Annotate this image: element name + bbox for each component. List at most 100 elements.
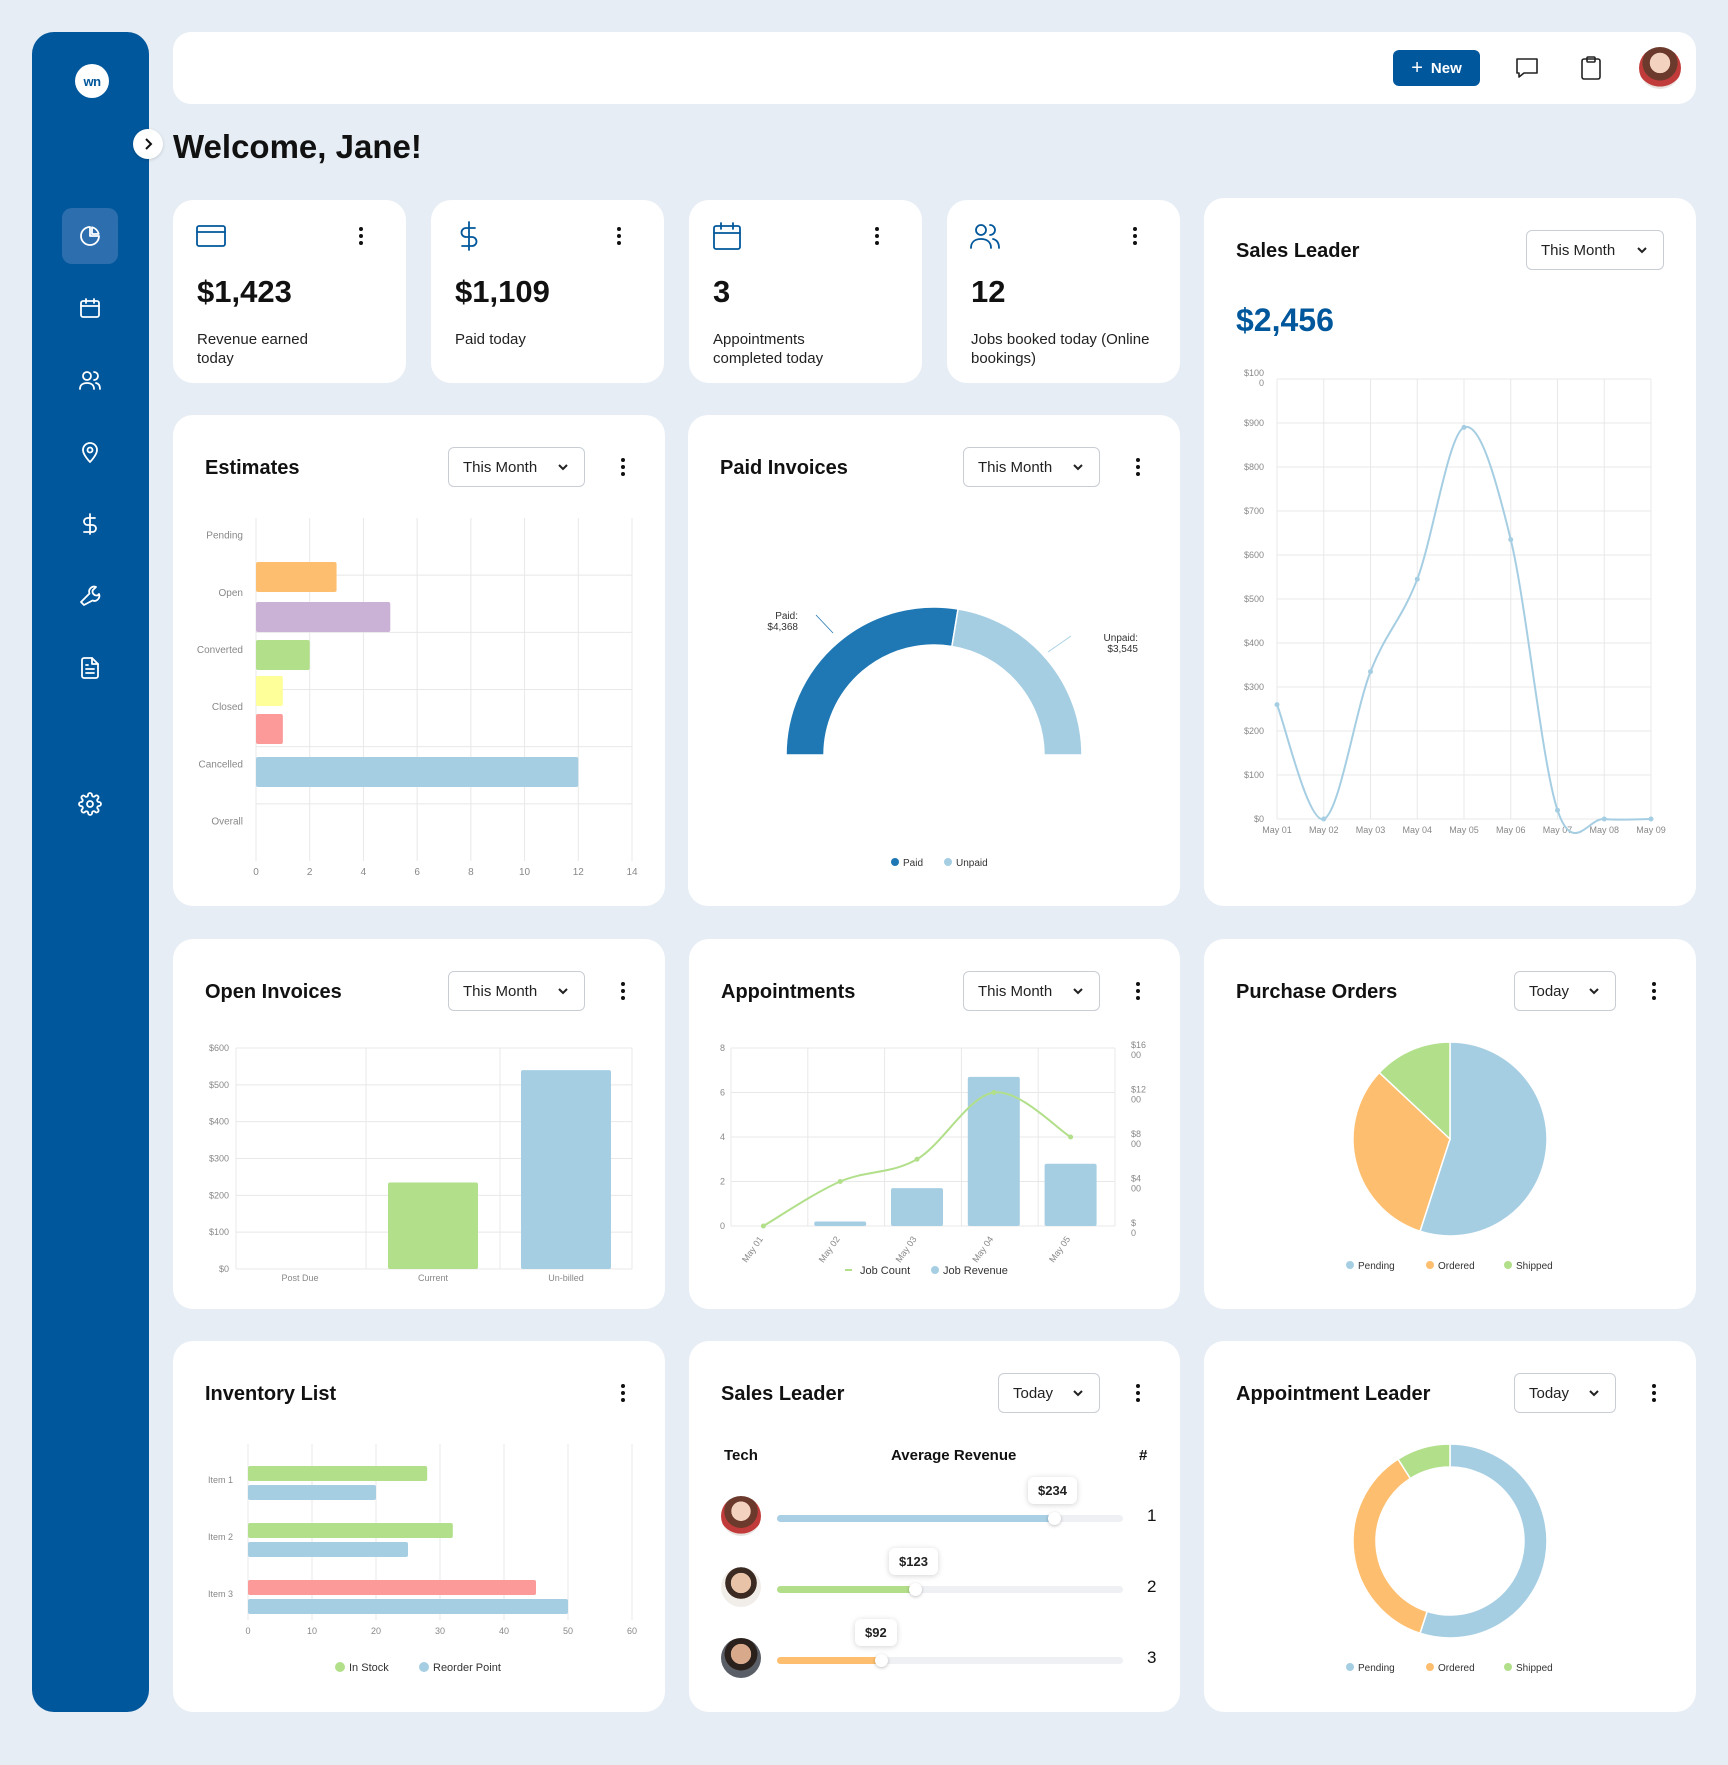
more-menu-button[interactable] bbox=[1128, 979, 1148, 1003]
pie-slice-shipped bbox=[1378, 1041, 1451, 1141]
more-menu-button[interactable] bbox=[609, 224, 629, 248]
tasks-button[interactable] bbox=[1575, 52, 1607, 84]
data-point bbox=[760, 1223, 766, 1229]
period-select[interactable]: This Month bbox=[963, 971, 1100, 1011]
x-tick-label: 50 bbox=[563, 1626, 573, 1636]
sidebar-toggle-button[interactable] bbox=[133, 129, 163, 159]
chevron-down-icon bbox=[558, 464, 568, 471]
dollar-icon bbox=[453, 220, 487, 251]
appointment-leader-donut-chart: Pending Ordered Shipped bbox=[1346, 1443, 1553, 1674]
card-title: Inventory List bbox=[205, 1383, 337, 1405]
logo[interactable]: wn bbox=[75, 64, 109, 98]
rank: 3 bbox=[1147, 1648, 1157, 1667]
x-tick-label: May 04 bbox=[970, 1234, 995, 1264]
table-row[interactable]: $123 2 bbox=[721, 1548, 1156, 1611]
sidebar-item-dashboard[interactable] bbox=[62, 208, 118, 264]
more-menu-button[interactable] bbox=[1128, 455, 1148, 479]
stat-card-jobs: 12 Jobs booked today (Online bookings) bbox=[947, 200, 1180, 383]
period-select-value: This Month bbox=[978, 982, 1053, 1000]
bar bbox=[388, 1182, 478, 1269]
plus-icon: + bbox=[1411, 57, 1423, 79]
more-menu-button[interactable] bbox=[1644, 979, 1664, 1003]
more-menu-button[interactable] bbox=[351, 224, 371, 248]
y-tick-label: Item 2 bbox=[208, 1532, 233, 1542]
more-menu-button[interactable] bbox=[613, 979, 633, 1003]
legend-label: Ordered bbox=[1438, 1261, 1475, 1272]
x-tick-label: May 04 bbox=[1402, 825, 1432, 835]
calendar-icon bbox=[80, 298, 100, 318]
y-tick-label: 0 bbox=[1259, 378, 1264, 388]
table-row[interactable]: $234 1 bbox=[721, 1477, 1156, 1540]
x-tick-label: 2 bbox=[307, 867, 313, 878]
chevron-down-icon bbox=[1073, 988, 1083, 995]
period-select[interactable]: Today bbox=[1514, 971, 1616, 1011]
table-row[interactable]: $92 3 bbox=[721, 1619, 1156, 1682]
bar-in-stock bbox=[248, 1580, 536, 1595]
more-menu-button[interactable] bbox=[1128, 1381, 1148, 1405]
sidebar-item-documents[interactable] bbox=[62, 640, 118, 696]
period-select[interactable]: This Month bbox=[1526, 230, 1664, 270]
period-select[interactable]: Today bbox=[1514, 1373, 1616, 1413]
more-menu-button[interactable] bbox=[613, 455, 633, 479]
chevron-down-icon bbox=[558, 988, 568, 995]
y-tick-label: 0 bbox=[720, 1221, 725, 1231]
x-tick-label: Post Due bbox=[281, 1273, 318, 1283]
period-select[interactable]: This Month bbox=[448, 447, 585, 487]
y2-tick-label: $12 bbox=[1131, 1085, 1146, 1095]
legend-swatch-ordered bbox=[1426, 1663, 1434, 1671]
sidebar-item-calendar[interactable] bbox=[62, 280, 118, 336]
period-select[interactable]: Today bbox=[998, 1373, 1100, 1413]
x-tick-label: May 05 bbox=[1449, 825, 1479, 835]
more-menu-button[interactable] bbox=[613, 1381, 633, 1405]
more-menu-button[interactable] bbox=[1644, 1381, 1664, 1405]
period-select[interactable]: This Month bbox=[448, 971, 585, 1011]
user-avatar[interactable] bbox=[1639, 47, 1681, 89]
y2-tick-label: $ bbox=[1131, 1218, 1136, 1228]
card-title: Sales Leader bbox=[1236, 240, 1360, 262]
data-point bbox=[1555, 807, 1560, 813]
stat-label: Paid today bbox=[455, 331, 526, 348]
data-point bbox=[914, 1156, 920, 1162]
x-tick-label: Current bbox=[418, 1273, 449, 1283]
y-tick-label: 8 bbox=[720, 1043, 725, 1053]
legend-swatch-in-stock bbox=[335, 1662, 345, 1672]
revenue-bar-track: $123 bbox=[777, 1548, 1123, 1596]
y-tick-label: Item 1 bbox=[208, 1475, 233, 1485]
open-invoices-card: Open Invoices This Month $0 $100 $200 $300 $… bbox=[173, 939, 665, 1309]
stat-card-revenue: $1,423 Revenue earned today bbox=[173, 200, 406, 383]
chevron-right-icon bbox=[145, 138, 153, 150]
sidebar-item-tools[interactable] bbox=[62, 568, 118, 624]
x-tick-label: May 06 bbox=[1496, 825, 1526, 835]
x-tick-label: 40 bbox=[499, 1626, 509, 1636]
sidebar-item-settings[interactable] bbox=[62, 776, 118, 832]
y2-tick-label: 0 bbox=[1131, 1228, 1136, 1238]
sidebar-item-customers[interactable] bbox=[62, 352, 118, 408]
document-icon bbox=[81, 657, 99, 679]
data-point bbox=[1601, 816, 1607, 822]
y-tick-label: Pending bbox=[206, 531, 243, 542]
messages-button[interactable] bbox=[1511, 52, 1543, 84]
clipboard-icon bbox=[1581, 56, 1601, 80]
x-tick-label: Un-billed bbox=[548, 1273, 584, 1283]
purchase-orders-pie-chart: Pending Ordered Shipped bbox=[1346, 1041, 1553, 1272]
period-select[interactable]: This Month bbox=[963, 447, 1100, 487]
period-select-value: This Month bbox=[463, 982, 538, 1000]
x-tick-label: May 02 bbox=[817, 1234, 842, 1264]
data-point bbox=[1508, 537, 1514, 543]
stat-label: Jobs booked today (Online bookings) bbox=[971, 331, 1150, 367]
revenue-bar-knob bbox=[909, 1583, 922, 1596]
more-menu-button[interactable] bbox=[867, 224, 887, 248]
sidebar-item-locations[interactable] bbox=[62, 424, 118, 480]
pie-slice-ordered bbox=[1352, 1071, 1451, 1233]
legend-swatch-pending bbox=[1346, 1261, 1354, 1269]
unpaid-value: $3,545 bbox=[1107, 644, 1138, 655]
sidebar-item-payments[interactable] bbox=[62, 496, 118, 552]
new-button[interactable]: + New bbox=[1393, 50, 1480, 86]
y2-tick-label: 00 bbox=[1131, 1050, 1141, 1060]
y-tick-label: $600 bbox=[209, 1043, 229, 1053]
data-point bbox=[1648, 816, 1654, 822]
y2-tick-label: $4 bbox=[1131, 1174, 1141, 1184]
more-menu-button[interactable] bbox=[1125, 224, 1145, 248]
y-tick-label: Open bbox=[219, 588, 243, 599]
period-select-value: This Month bbox=[463, 458, 538, 476]
